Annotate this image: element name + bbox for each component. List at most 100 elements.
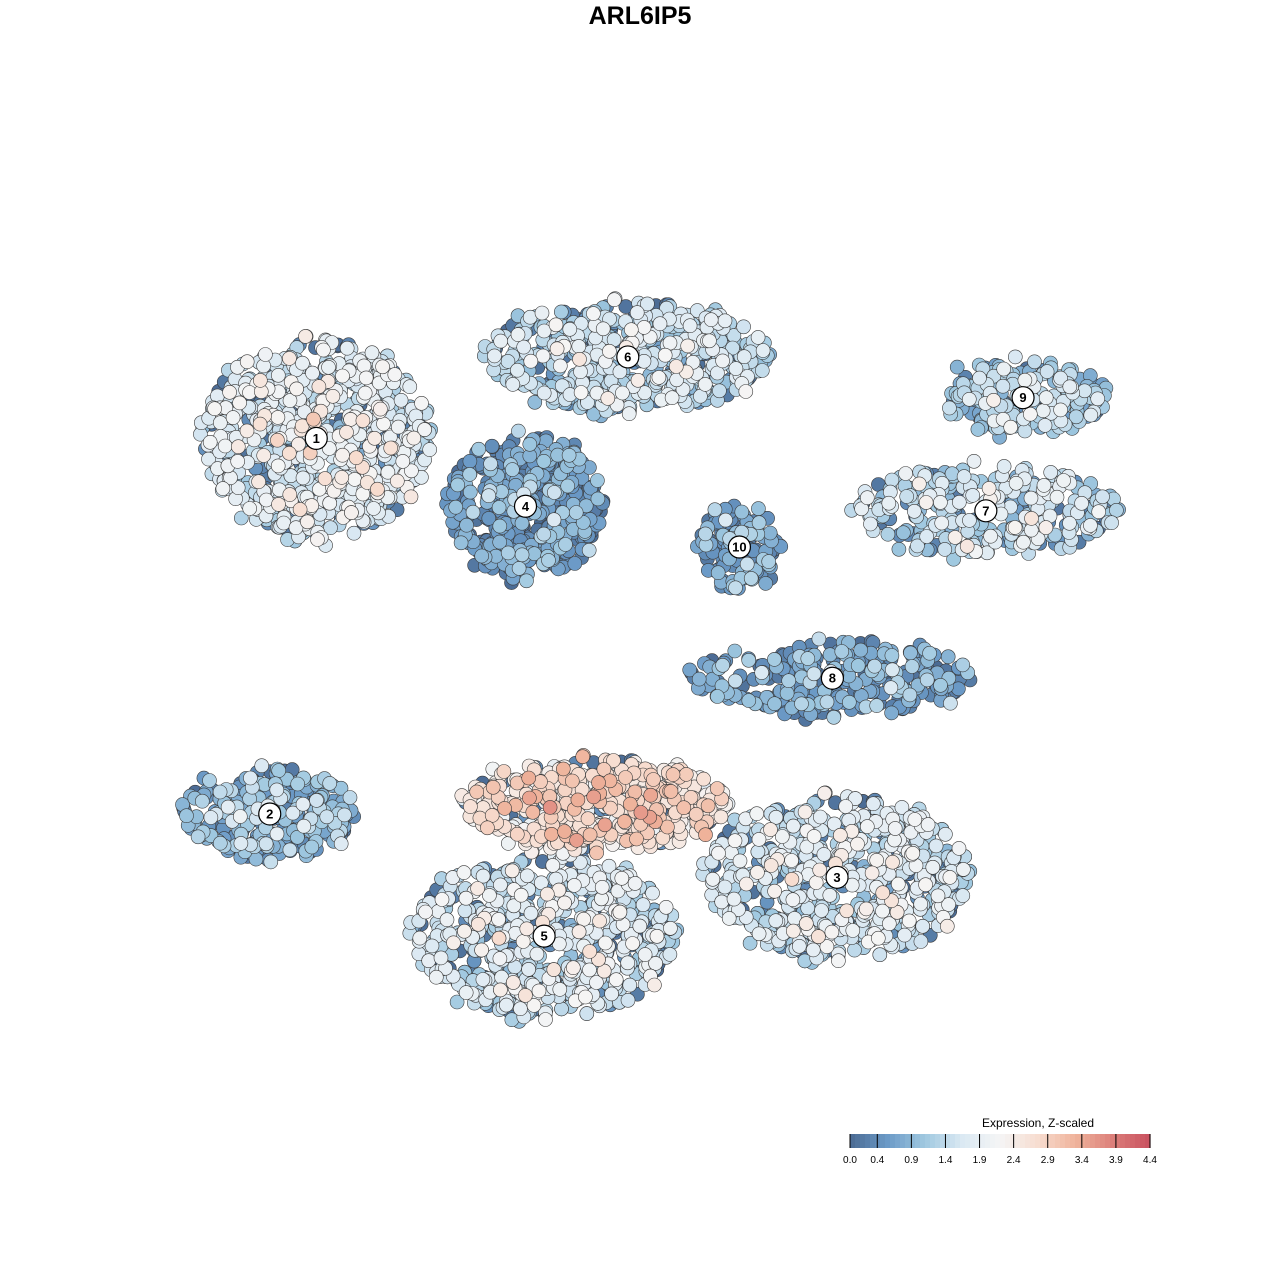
cell-point xyxy=(824,924,840,940)
cell-point xyxy=(890,876,906,892)
cell-point xyxy=(212,784,228,800)
cell-point xyxy=(536,453,552,469)
cell-point xyxy=(951,494,967,510)
cell-point xyxy=(904,659,920,674)
cell-point xyxy=(847,942,862,958)
cell-point xyxy=(1053,402,1068,418)
cell-point xyxy=(481,488,497,504)
cell-point xyxy=(233,809,248,824)
cell-point xyxy=(805,942,821,958)
cell-point xyxy=(785,892,801,908)
cell-point xyxy=(387,367,403,382)
cell-point xyxy=(215,481,231,496)
cell-point xyxy=(202,773,217,788)
cell-point xyxy=(213,415,228,431)
cell-point xyxy=(263,854,279,870)
cell-point xyxy=(567,556,583,571)
cell-point xyxy=(949,359,965,375)
cell-point xyxy=(433,950,449,966)
cell-point xyxy=(784,853,799,868)
cell-point xyxy=(1023,406,1038,422)
cell-point xyxy=(233,836,249,851)
cell-point xyxy=(1043,465,1058,480)
cell-point xyxy=(658,899,674,915)
cell-point xyxy=(1056,473,1071,488)
cell-point xyxy=(859,490,875,506)
cell-point xyxy=(819,694,835,710)
cell-point xyxy=(682,662,698,678)
cell-point xyxy=(339,340,355,356)
cell-point xyxy=(717,313,733,329)
cell-point xyxy=(956,469,972,484)
cell-point xyxy=(614,870,630,886)
cell-point xyxy=(663,920,678,936)
cell-point xyxy=(366,501,381,516)
cell-point xyxy=(475,972,491,987)
cell-point xyxy=(632,918,648,934)
cell-point xyxy=(462,453,478,469)
cell-point xyxy=(845,923,861,938)
cell-point xyxy=(620,955,636,971)
cell-point xyxy=(346,525,362,541)
cell-point xyxy=(421,953,437,969)
cell-point xyxy=(514,547,530,563)
cell-point xyxy=(296,818,312,834)
cell-point xyxy=(493,333,509,349)
cell-point xyxy=(220,799,236,815)
cell-point xyxy=(258,492,274,508)
cell-point xyxy=(925,859,941,875)
cell-point xyxy=(536,385,552,401)
cell-point xyxy=(474,548,490,564)
cell-point xyxy=(519,868,535,884)
cell-point xyxy=(434,892,450,907)
cell-point xyxy=(491,912,506,927)
cell-point xyxy=(867,658,882,674)
cell-point xyxy=(282,842,298,858)
cell-point xyxy=(884,662,900,678)
cell-point xyxy=(358,370,374,386)
cell-point xyxy=(453,535,469,551)
cell-point xyxy=(811,631,827,647)
cell-point xyxy=(1007,520,1023,535)
cell-point xyxy=(822,887,838,903)
cell-point xyxy=(597,935,613,951)
cell-point xyxy=(664,390,680,406)
cell-point xyxy=(743,571,759,586)
cell-point xyxy=(523,905,539,921)
cell-point xyxy=(710,565,726,581)
cell-point xyxy=(608,972,624,988)
cell-point xyxy=(1083,518,1098,533)
cell-point xyxy=(728,580,743,596)
cell-point xyxy=(983,528,998,544)
cell-point xyxy=(622,977,638,993)
cell-point xyxy=(1017,372,1033,388)
cell-point xyxy=(691,671,707,687)
cell-point xyxy=(513,1001,528,1017)
cell-point xyxy=(972,370,987,386)
cell-point xyxy=(230,454,245,469)
cell-point xyxy=(831,953,846,969)
cell-point xyxy=(806,666,822,682)
cell-point xyxy=(635,897,651,913)
cell-point xyxy=(726,891,742,907)
cell-point xyxy=(333,836,349,852)
cell-point xyxy=(841,694,857,710)
cell-point xyxy=(859,819,875,834)
cell-point xyxy=(347,472,363,487)
cell-point xyxy=(995,378,1011,394)
cell-point xyxy=(814,903,829,918)
cell-point xyxy=(933,677,948,693)
cell-point xyxy=(561,447,577,463)
cell-point xyxy=(578,989,593,1005)
cell-point xyxy=(715,657,730,673)
cell-point xyxy=(785,818,801,834)
cell-point xyxy=(736,319,751,335)
cell-point xyxy=(375,359,390,375)
cell-point xyxy=(492,518,508,534)
cell-point xyxy=(424,938,440,954)
cell-point xyxy=(768,809,784,825)
cell-point xyxy=(459,517,474,533)
cell-point xyxy=(579,1006,595,1021)
cell-point xyxy=(850,658,866,673)
cell-point xyxy=(884,648,900,663)
